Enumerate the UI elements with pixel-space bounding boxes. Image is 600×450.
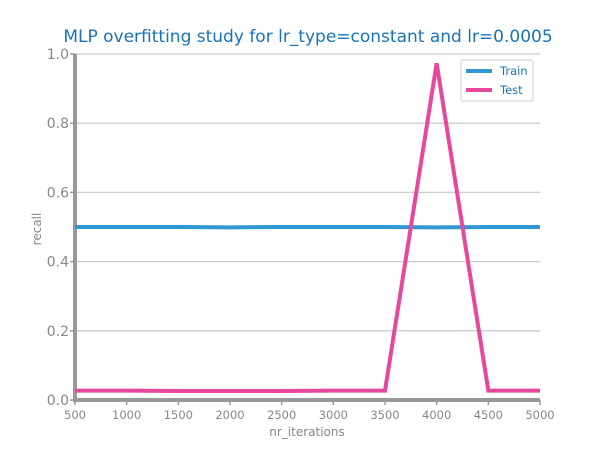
tick-labels: 0.0 0.2 0.4 0.6 0.8 1.0 500 1000 1500 2000 2500 300…: [47, 47, 555, 422]
ytick-label: 1.0: [47, 47, 69, 63]
xtick-label: 5000: [525, 408, 554, 422]
xtick-label: 1500: [164, 408, 193, 422]
chart-title: MLP overfitting study for lr_type=consta…: [63, 27, 552, 47]
series-line-test: [75, 63, 540, 394]
ytick-label: 0.4: [47, 255, 69, 271]
xtick-label: 4000: [422, 408, 451, 422]
xtick-label: 3000: [319, 408, 348, 422]
ytick-label: 0.0: [47, 393, 69, 409]
xtick-label: 2000: [215, 408, 244, 422]
y-axis-label: recall: [30, 213, 44, 246]
xtick-label: 1000: [112, 408, 141, 422]
x-axis-label: nr_iterations: [269, 425, 345, 439]
legend: Train Test: [460, 59, 534, 102]
legend-label-test: Test: [499, 83, 523, 97]
ytick-label: 0.6: [47, 185, 69, 201]
legend-label-train: Train: [499, 64, 528, 78]
ytick-label: 0.8: [47, 116, 69, 132]
xtick-label: 500: [64, 408, 86, 422]
xtick-label: 2500: [267, 408, 296, 422]
grid: [75, 53, 540, 332]
axes: [70, 53, 541, 405]
ytick-label: 0.2: [47, 324, 69, 340]
series: [75, 63, 540, 394]
xtick-label: 3500: [370, 408, 399, 422]
xtick-label: 4500: [474, 408, 503, 422]
